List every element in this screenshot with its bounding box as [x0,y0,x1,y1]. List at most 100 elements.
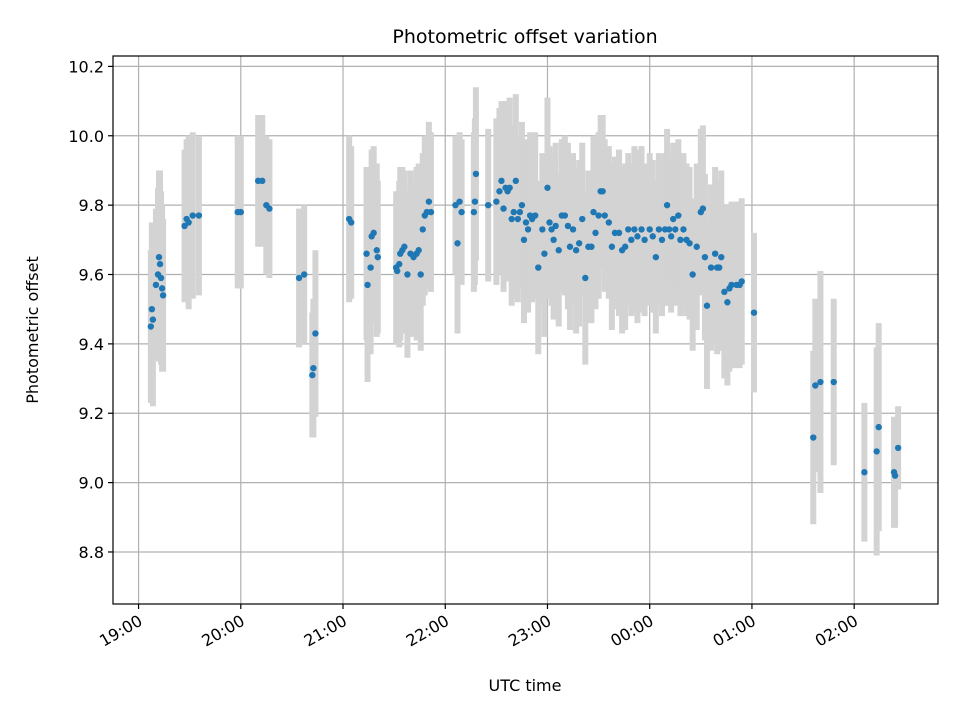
data-point [425,198,433,205]
y-tick-label: 9.4 [79,335,104,354]
data-point [155,253,163,261]
data-point [608,243,616,250]
data-point [699,205,707,212]
data-point [625,226,632,233]
data-point [149,316,157,323]
data-point [498,177,505,185]
data-point [516,208,524,216]
y-tick-label: 9.0 [79,474,104,493]
data-point [524,226,532,233]
data-point [680,226,687,233]
data-point [312,330,319,337]
data-point [195,212,203,219]
x-tick-label: 19:00 [96,611,145,651]
data-point [419,226,426,233]
data-point [394,267,401,275]
data-point [686,240,693,247]
data-point [295,274,303,282]
x-axis-title: UTC time [489,676,562,695]
data-point [500,205,507,212]
data-point [550,236,557,244]
y-tick-label: 10.0 [68,127,104,146]
data-point [512,177,519,185]
data-point [667,233,675,240]
data-point [415,247,422,254]
data-point [566,243,574,250]
data-point [675,212,682,219]
data-point [572,247,580,254]
data-point [484,201,492,209]
data-point [300,271,308,278]
data-point [634,233,641,240]
data-point [579,215,586,223]
data-point [259,177,266,185]
chart-title: Photometric offset variation [392,26,657,48]
data-point [158,285,166,292]
data-point [427,208,435,216]
data-point [703,302,711,309]
data-point [750,309,758,316]
data-point [396,260,403,268]
x-tick-label: 02:00 [812,611,861,651]
data-point [638,226,645,233]
data-point [655,226,663,233]
data-point [646,226,653,233]
data-point [628,236,635,244]
data-point [812,382,819,389]
data-point [599,188,606,195]
data-point [404,271,411,278]
data-point [417,271,424,278]
data-point [582,274,589,282]
data-point [621,243,629,250]
data-point [185,219,192,226]
y-tick-label: 8.8 [79,543,104,562]
data-point [658,236,666,244]
data-point [588,243,595,250]
data-point [310,364,317,372]
data-point [458,208,465,216]
data-point [649,233,656,240]
data-point [539,226,546,233]
data-point [817,378,824,386]
data-point [148,305,156,313]
data-point [456,198,463,205]
data-point [665,226,673,233]
data-point [470,208,478,216]
data-point [569,226,577,233]
data-point [367,264,374,271]
data-point [561,212,569,219]
y-tick-label: 9.8 [79,196,104,215]
data-points [147,170,902,479]
data-point [891,472,899,479]
data-point [373,247,380,254]
data-point [810,434,817,441]
data-point [518,201,526,209]
data-point [493,198,500,205]
data-point [641,236,648,244]
data-point [546,219,553,226]
data-point [454,240,461,247]
data-point [541,250,548,257]
data-point [601,212,608,219]
data-point [875,423,882,431]
data-point [152,281,160,289]
data-point [830,378,837,386]
data-point [159,292,167,299]
data-point [873,448,880,455]
y-tick-label: 9.2 [79,404,104,423]
data-point [689,271,696,278]
data-point [693,243,700,250]
data-point [544,184,551,191]
data-point [522,219,530,226]
data-point [670,215,677,223]
data-point [861,469,868,476]
data-point [532,212,539,219]
data-point [595,212,602,219]
data-point [711,250,719,257]
data-point [701,253,709,261]
data-point [189,212,196,219]
data-point [266,205,273,212]
data-point [552,222,559,230]
data-point [721,288,728,296]
